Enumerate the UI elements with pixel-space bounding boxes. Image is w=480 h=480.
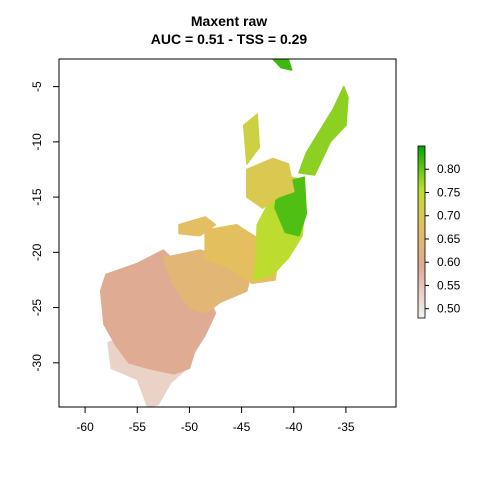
x-tick-label: -35 <box>337 420 355 434</box>
x-tick-label: -45 <box>233 420 251 434</box>
legend-tick-label: 0.70 <box>437 209 461 223</box>
legend-tick-label: 0.75 <box>437 185 461 199</box>
raster-layer <box>101 59 348 407</box>
y-tick-label: -25 <box>30 299 44 317</box>
legend-colorbar <box>418 146 425 318</box>
y-axis: -5 -10 -15 -20 -25 -30 <box>30 81 59 372</box>
raster-region-northeast-coast <box>299 87 348 175</box>
y-tick-label: -10 <box>30 133 44 151</box>
y-tick-label: -30 <box>30 354 44 372</box>
legend-tick-label: 0.50 <box>437 302 461 316</box>
x-tick-label: -40 <box>285 420 303 434</box>
legend-tick-label: 0.55 <box>437 278 461 292</box>
legend-tick-label: 0.65 <box>437 232 461 246</box>
y-tick-label: -5 <box>30 81 44 92</box>
x-tick-label: -50 <box>181 420 199 434</box>
legend-tick-label: 0.80 <box>437 162 461 176</box>
x-tick-label: -60 <box>76 420 94 434</box>
legend-tick-label: 0.60 <box>437 255 461 269</box>
raster-region-north-patch <box>273 59 292 70</box>
color-legend: 0.50 0.55 0.60 0.65 0.70 0.75 0.80 <box>418 146 461 318</box>
y-tick-label: -15 <box>30 188 44 206</box>
chart-title: Maxent raw <box>191 13 267 29</box>
y-tick-label: -20 <box>30 243 44 261</box>
x-tick-label: -55 <box>129 420 147 434</box>
raster-region-north-strip <box>244 114 260 164</box>
x-axis: -60 -55 -50 -45 -40 -35 <box>76 407 355 434</box>
chart-subtitle: AUC = 0.51 - TSS = 0.29 <box>151 31 308 47</box>
